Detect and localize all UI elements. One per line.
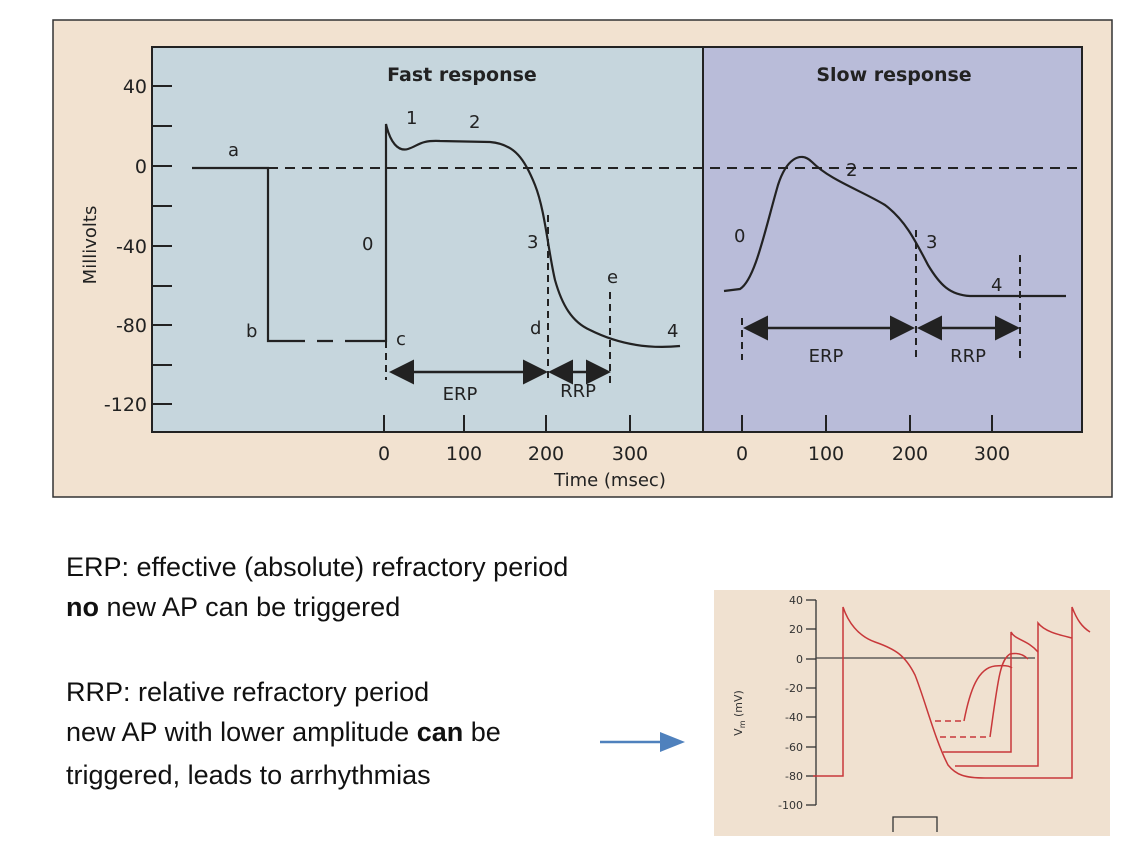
point-label: d (530, 318, 541, 339)
rrp-description: new AP with lower amplitude can be (66, 717, 501, 748)
inset-y-tick: 0 (796, 653, 803, 666)
point-label: a (228, 140, 239, 161)
y-tick-label: -120 (104, 394, 147, 416)
inset-y-tick: -80 (785, 770, 803, 783)
stimulus-bracket (892, 816, 938, 832)
rrp-description-text: be (463, 717, 501, 747)
erp-definition: ERP: effective (absolute) refractory per… (66, 552, 569, 582)
phase-label: 2 (846, 160, 857, 181)
action-potential-figure: 40 0 -40 -80 -120 Millivolts 0 100 200 3… (52, 19, 1113, 498)
rrp-description-line2: triggered, leads to arrhythmias (66, 760, 431, 790)
point-label: c (396, 329, 406, 350)
y-tick-label: -80 (116, 315, 147, 337)
erp-description-text: new AP can be triggered (99, 592, 401, 622)
erp-description: no new AP can be triggered (66, 592, 400, 623)
phase-label: 1 (406, 108, 417, 129)
y-tick-label: 40 (123, 76, 147, 98)
fast-response-title: Fast response (387, 64, 537, 86)
x-tick-label: 300 (974, 443, 1010, 465)
inset-y-tick: -20 (785, 682, 803, 695)
slow-response-trace (723, 155, 1066, 298)
inset-traces (813, 606, 1091, 779)
rrp-emphasis: can (416, 717, 464, 747)
y-axis-label: Millivolts (80, 206, 101, 285)
phase-label: 2 (469, 112, 480, 133)
erp-emphasis: no (66, 592, 99, 622)
inset-y-tick: -100 (778, 799, 803, 812)
phase-label: 4 (667, 321, 678, 342)
inset-y-tick: 40 (789, 594, 803, 607)
slow-rrp-label: RRP (950, 346, 986, 367)
slow-response-title: Slow response (816, 64, 971, 86)
inset-y-tick: -60 (785, 741, 803, 754)
inset-y-label: Vm (mV) (732, 690, 747, 736)
slow-response-panel (703, 47, 1082, 432)
fast-erp-label: ERP (443, 384, 478, 405)
x-axis-ticks (383, 415, 993, 432)
inset-y-tick: 20 (789, 623, 803, 636)
y-tick-label: -40 (116, 236, 147, 258)
phase-label: 4 (991, 275, 1002, 296)
inset-y-tick: -40 (785, 711, 803, 724)
fast-response-panel (152, 47, 703, 432)
slow-erp-label: ERP (809, 346, 844, 367)
point-label: b (246, 321, 257, 342)
phase-label: 0 (734, 226, 745, 247)
x-tick-label: 0 (378, 443, 390, 465)
fast-rrp-label: RRP (560, 381, 596, 402)
x-tick-label: 200 (528, 443, 564, 465)
inset-refractory-figure: 40 20 0 -20 -40 -60 -80 -100 Vm (mV) (714, 590, 1110, 836)
rrp-description-text: new AP with lower amplitude (66, 717, 417, 747)
phase-label: 0 (362, 234, 373, 255)
x-tick-label: 100 (808, 443, 844, 465)
phase-label: 3 (926, 232, 937, 253)
x-axis-label: Time (msec) (553, 470, 666, 491)
x-tick-label: 200 (892, 443, 928, 465)
fast-response-trace (192, 123, 681, 348)
y-axis (152, 85, 172, 405)
x-tick-label: 0 (736, 443, 748, 465)
rrp-definition: RRP: relative refractory period (66, 677, 430, 707)
y-tick-label: 0 (135, 156, 147, 178)
x-tick-label: 300 (612, 443, 648, 465)
point-label: e (607, 267, 618, 288)
phase-label: 3 (527, 232, 538, 253)
slow-markers (741, 230, 1021, 362)
x-tick-label: 100 (446, 443, 482, 465)
